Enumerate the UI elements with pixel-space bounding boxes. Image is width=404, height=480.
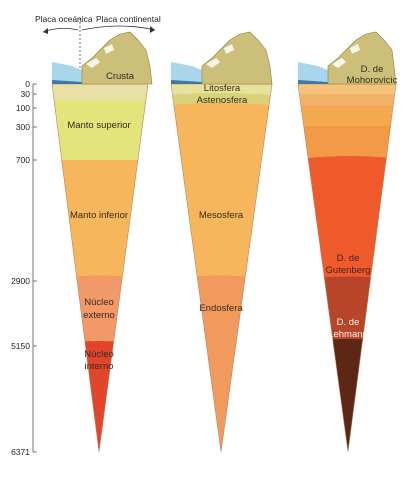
lithosphere-layer (171, 84, 272, 96)
depth-label: 30 (21, 89, 31, 99)
moho-label-1: D. de (361, 64, 384, 75)
ocean-1 (52, 62, 82, 84)
outer-core-label-1: Núcleo (84, 297, 114, 308)
upper-mantle-label: Manto superior (67, 120, 130, 131)
lithosphere-label: Litosfera (204, 83, 241, 94)
lehmann-label-2: Lehmann (328, 329, 368, 340)
lower-mantle-label: Manto inferior (70, 210, 128, 221)
crust-layer (52, 84, 148, 100)
continental-arrow (81, 25, 156, 31)
depth-label: 5150 (11, 341, 30, 351)
upper-mantle-layer (52, 100, 148, 160)
oceanic-arrow (42, 28, 79, 33)
inner-core-label-2: interno (84, 361, 113, 372)
crust-label: Crusta (106, 71, 135, 82)
oceanic-plate-label: Placa oceánica (35, 14, 93, 24)
ocean-3 (298, 62, 328, 84)
depth-label: 0 (25, 79, 30, 89)
depth-axis: 030 100 300 700 2900 5150 6371 (11, 79, 37, 457)
wedge-composition: Crusta Manto superior Manto inferior Núc… (51, 31, 153, 453)
continent-2 (201, 31, 273, 85)
asthenosphere-label: Astenosfera (197, 95, 248, 106)
wedge-discontinuities: D. de Mohorovicic D. de Gutenberg D. de … (297, 31, 398, 453)
continent-3 (327, 31, 397, 85)
depth-label: 6371 (11, 447, 30, 457)
oceanic-crust-2 (171, 80, 202, 84)
oceanic-crust-1 (52, 80, 82, 84)
ocean-2 (171, 62, 202, 84)
oceanic-arrowhead (43, 28, 48, 34)
inner-core-dark (298, 339, 396, 452)
continent-1 (81, 31, 153, 85)
depth-label: 100 (16, 103, 30, 113)
depth-label: 300 (16, 122, 30, 132)
mesosphere-label: Mesosfera (199, 210, 244, 221)
oceanic-crust-3 (298, 80, 328, 84)
outer-core-label-2: externo (83, 310, 115, 321)
mesosphere-layer (171, 103, 272, 282)
depth-label: 2900 (11, 276, 30, 286)
moho-label-2: Mohorovicic (347, 75, 398, 86)
lehmann-label-1: D. de (337, 317, 360, 328)
endosphere-label: Endosfera (199, 303, 243, 314)
plate-labels: Placa oceánica Placa continental (35, 14, 161, 84)
gutenberg-label-1: D. de (337, 253, 360, 264)
continental-plate-label: Placa continental (96, 14, 161, 24)
gutenberg-label-2: Gutenberg (326, 265, 371, 276)
wedge-mechanical: Litosfera Astenosfera Mesosfera Endosfer… (170, 31, 273, 453)
continental-arrowhead (150, 26, 155, 33)
inner-core-label-1: Núcleo (84, 349, 114, 360)
moho-zone (298, 84, 396, 94)
depth-label: 700 (16, 155, 30, 165)
lower-mantle-layer (52, 160, 148, 282)
